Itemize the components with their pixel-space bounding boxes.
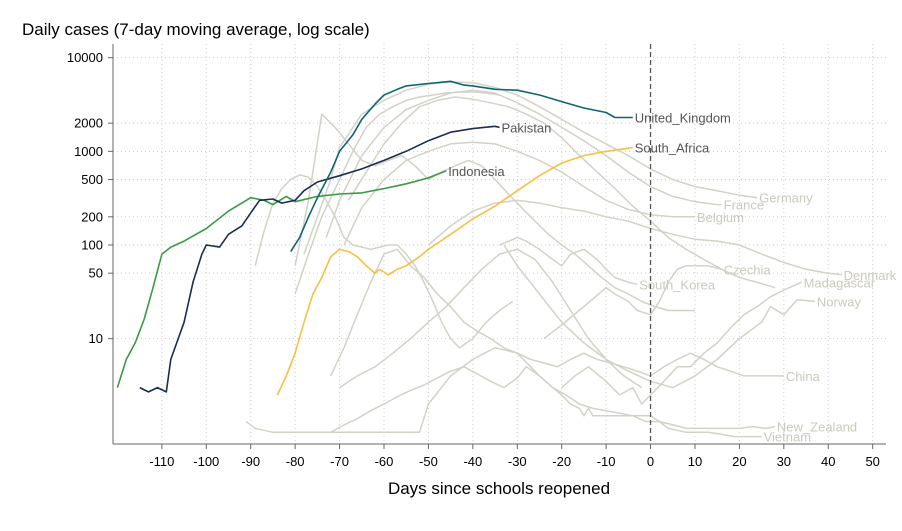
x-tick-label: -110 — [149, 454, 174, 469]
series-line-china — [330, 248, 784, 377]
series-line-pakistan — [139, 125, 500, 393]
series-label-vietnam: Vietnam — [764, 430, 811, 445]
series-line-madagascar — [561, 281, 802, 405]
x-tick-label: 10 — [688, 454, 702, 469]
series-label-indonesia: Indonesia — [448, 164, 505, 179]
series-label-denmark: Denmark — [844, 268, 897, 283]
x-tick-label: -30 — [508, 454, 527, 469]
x-tick-label: -10 — [597, 454, 616, 469]
highlighted-series-group — [116, 80, 633, 396]
series-line-belgium — [343, 141, 695, 246]
series-label-united-kingdom: United_Kingdom — [635, 110, 731, 125]
y-tick-label: 100 — [81, 237, 103, 252]
series-line-indonesia — [116, 170, 447, 388]
series-label-madagascar: Madagascar — [804, 275, 876, 290]
x-tick-label: -40 — [463, 454, 482, 469]
series-label-norway: Norway — [817, 294, 862, 309]
x-tick-label: 0 — [647, 454, 654, 469]
x-tick-label: 30 — [777, 454, 791, 469]
series-line-unlabeled — [347, 96, 776, 289]
x-tick-label: -90 — [241, 454, 260, 469]
x-tick-label: -20 — [552, 454, 571, 469]
highlighted-series-labels: Indonesia Pakistan United_Kingdom South_Afr… — [448, 110, 731, 178]
x-tick-label: 40 — [821, 454, 835, 469]
series-label-belgium: Belgium — [697, 210, 744, 225]
grid-lines — [113, 44, 886, 444]
series-label-south-korea: South_Korea — [639, 277, 716, 292]
x-tick-label: -50 — [419, 454, 438, 469]
x-tick-label: -60 — [375, 454, 394, 469]
y-tick-label: 500 — [81, 172, 103, 187]
series-line-norway — [503, 244, 815, 389]
series-line-unlabeled — [254, 174, 514, 349]
series-label-czechia: Czechia — [724, 262, 772, 277]
series-label-france: France — [724, 198, 764, 213]
series-line-czechia — [543, 265, 722, 340]
y-tick-label: 10 — [89, 331, 103, 346]
x-tick-label: -70 — [330, 454, 349, 469]
series-line-unlabeled — [294, 91, 500, 295]
series-label-pakistan: Pakistan — [502, 120, 552, 135]
series-line-south-africa — [276, 146, 633, 396]
series-label-south-africa: South_Africa — [635, 140, 710, 155]
series-label-germany: Germany — [759, 191, 813, 206]
y-axis-title: Daily cases (7-day moving average, log s… — [22, 20, 370, 39]
x-tick-label: -80 — [286, 454, 305, 469]
x-axis-title: Days since schools reopened — [387, 479, 611, 498]
series-line-france — [325, 89, 722, 238]
series-line-unlabeled — [339, 248, 643, 389]
x-tick-label: 50 — [865, 454, 879, 469]
series-label-china: China — [786, 369, 821, 384]
background-series-group — [245, 81, 842, 438]
y-tick-label: 10000 — [67, 50, 103, 65]
series-line-germany — [303, 81, 758, 255]
series-line-vietnam — [245, 346, 762, 438]
series-line-south-korea — [499, 236, 638, 286]
y-tick-label: 200 — [81, 209, 103, 224]
series-line-unlabeled — [294, 113, 695, 312]
y-tick-label: 2000 — [74, 116, 103, 131]
x-tick-label: 20 — [732, 454, 746, 469]
series-label-new-zealand: New_Zealand — [777, 420, 857, 435]
series-line-new-zealand — [330, 366, 776, 433]
y-tick-label: 50 — [89, 266, 103, 281]
x-tick-label: -100 — [193, 454, 219, 469]
series-line-united-kingdom — [290, 80, 633, 253]
y-tick-label: 1000 — [74, 144, 103, 159]
